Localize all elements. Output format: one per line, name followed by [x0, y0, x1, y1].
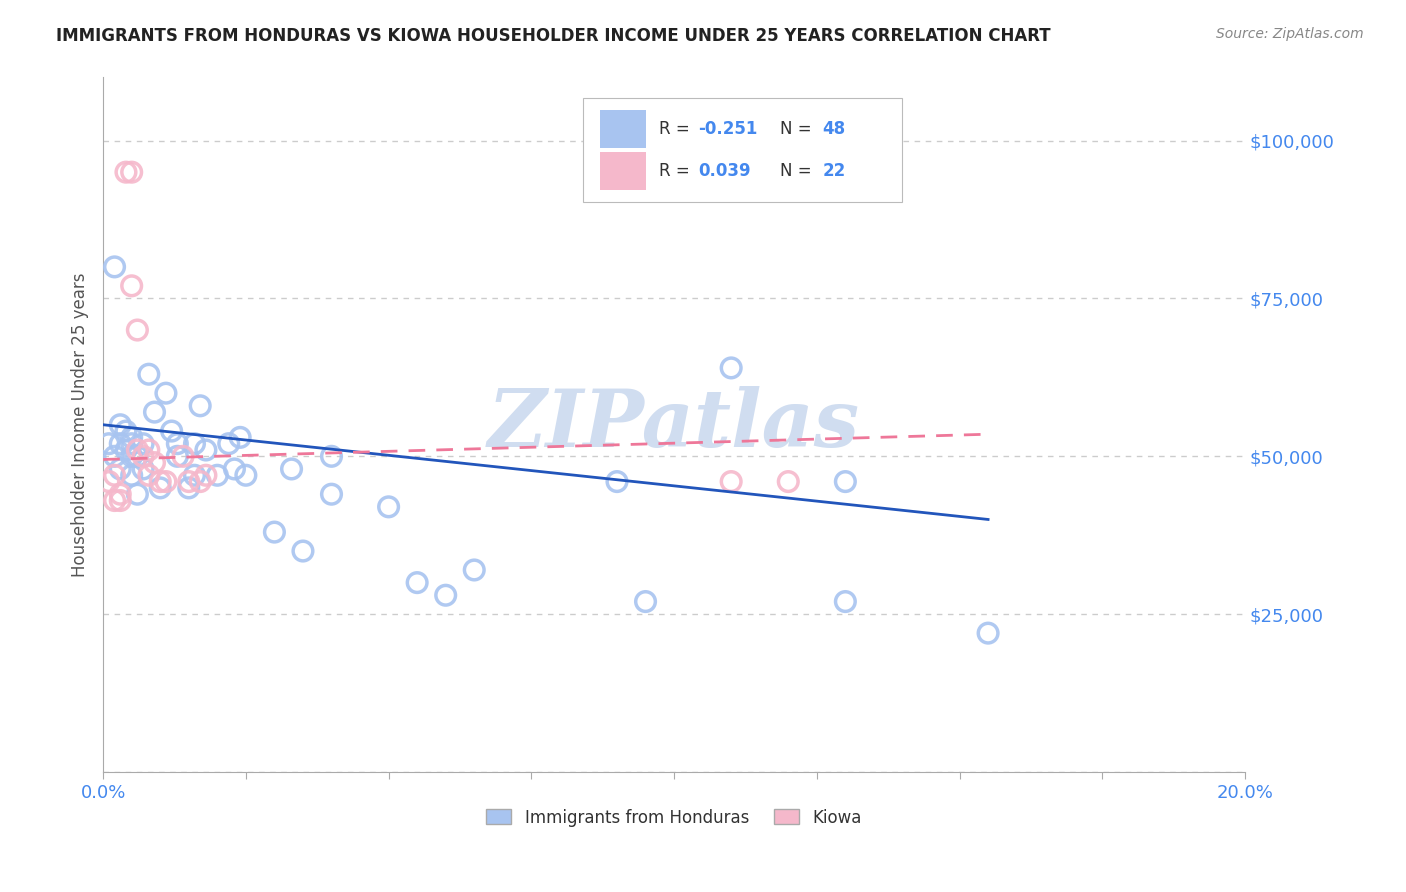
- Point: [110, 462, 132, 476]
- Point: [138, 442, 160, 457]
- Point: [121, 165, 143, 179]
- Point: [103, 493, 125, 508]
- Point: [132, 450, 155, 464]
- Point: [720, 475, 742, 489]
- Text: IMMIGRANTS FROM HONDURAS VS KIOWA HOUSEHOLDER INCOME UNDER 25 YEARS CORRELATION : IMMIGRANTS FROM HONDURAS VS KIOWA HOUSEH…: [56, 27, 1050, 45]
- Point: [138, 368, 160, 382]
- Point: [138, 468, 160, 483]
- Point: [110, 487, 132, 501]
- Text: 0.039: 0.039: [697, 161, 751, 180]
- Text: 22: 22: [823, 161, 846, 180]
- Text: N =: N =: [780, 120, 817, 138]
- Point: [121, 278, 143, 293]
- Point: [434, 588, 457, 602]
- Point: [132, 462, 155, 476]
- Point: [177, 475, 200, 489]
- Y-axis label: Householder Income Under 25 years: Householder Income Under 25 years: [72, 272, 89, 577]
- Point: [235, 468, 257, 483]
- Point: [778, 475, 800, 489]
- Point: [177, 481, 200, 495]
- Point: [194, 468, 217, 483]
- Point: [606, 475, 628, 489]
- Point: [280, 462, 302, 476]
- Text: N =: N =: [780, 161, 817, 180]
- Point: [291, 544, 314, 558]
- Point: [121, 430, 143, 444]
- Point: [720, 360, 742, 375]
- Point: [121, 468, 143, 483]
- Point: [188, 399, 211, 413]
- Point: [110, 436, 132, 450]
- Point: [121, 450, 143, 464]
- Point: [115, 424, 138, 438]
- Point: [155, 475, 177, 489]
- Point: [834, 594, 856, 608]
- Point: [127, 487, 149, 501]
- FancyBboxPatch shape: [582, 98, 903, 202]
- Point: [977, 626, 1000, 640]
- Point: [188, 475, 211, 489]
- Point: [183, 436, 205, 450]
- Point: [263, 525, 285, 540]
- Point: [127, 450, 149, 464]
- Text: 48: 48: [823, 120, 845, 138]
- Point: [218, 436, 240, 450]
- FancyBboxPatch shape: [600, 152, 645, 190]
- Point: [143, 456, 166, 470]
- Point: [463, 563, 485, 577]
- Text: ZIPatlas: ZIPatlas: [488, 386, 860, 464]
- Point: [103, 450, 125, 464]
- Point: [229, 430, 252, 444]
- Point: [183, 468, 205, 483]
- Point: [97, 436, 120, 450]
- Point: [110, 417, 132, 432]
- Point: [194, 442, 217, 457]
- Text: -0.251: -0.251: [697, 120, 758, 138]
- Point: [406, 575, 429, 590]
- Point: [377, 500, 399, 514]
- Point: [834, 475, 856, 489]
- Legend: Immigrants from Honduras, Kiowa: Immigrants from Honduras, Kiowa: [479, 802, 869, 833]
- Point: [149, 481, 172, 495]
- Point: [115, 165, 138, 179]
- Point: [143, 405, 166, 419]
- Point: [121, 436, 143, 450]
- Point: [132, 436, 155, 450]
- Point: [207, 468, 229, 483]
- Point: [321, 487, 343, 501]
- Point: [103, 260, 125, 274]
- Point: [166, 450, 188, 464]
- Text: R =: R =: [659, 161, 695, 180]
- Point: [634, 594, 657, 608]
- Point: [103, 468, 125, 483]
- Point: [127, 323, 149, 337]
- Point: [166, 436, 188, 450]
- Point: [115, 442, 138, 457]
- Point: [155, 386, 177, 401]
- Point: [321, 450, 343, 464]
- Point: [172, 450, 194, 464]
- Point: [160, 424, 183, 438]
- Text: Source: ZipAtlas.com: Source: ZipAtlas.com: [1216, 27, 1364, 41]
- Text: R =: R =: [659, 120, 695, 138]
- Point: [127, 442, 149, 457]
- FancyBboxPatch shape: [600, 110, 645, 148]
- Point: [110, 493, 132, 508]
- Point: [97, 475, 120, 489]
- Point: [224, 462, 246, 476]
- Point: [149, 475, 172, 489]
